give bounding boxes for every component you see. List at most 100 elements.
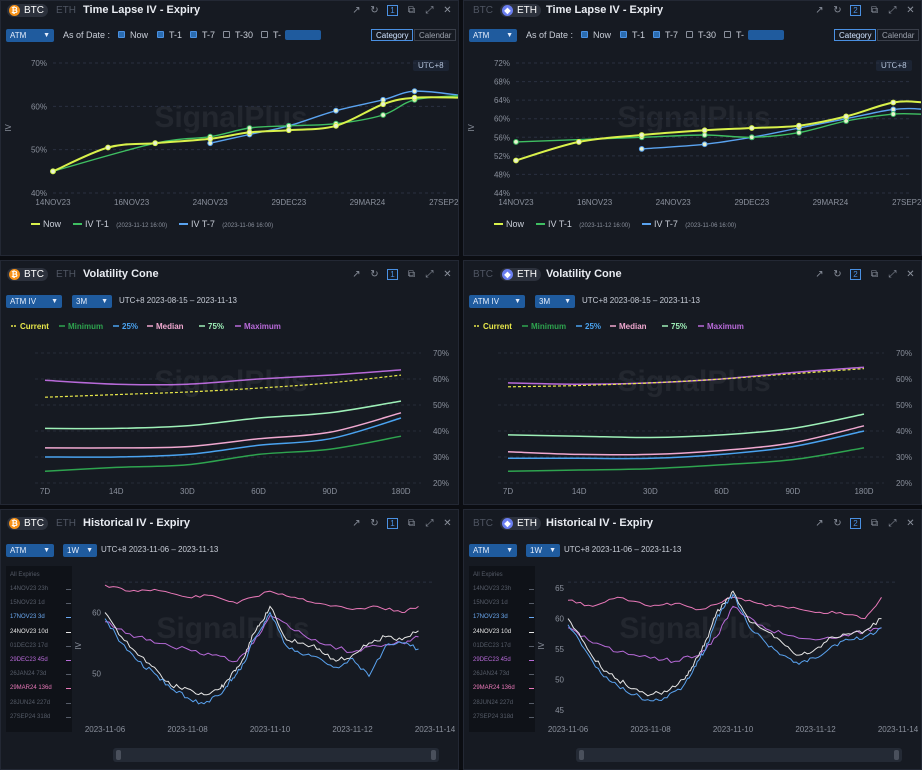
- atm-iv-dropdown[interactable]: ATM IV ▼: [6, 295, 62, 308]
- btc-tab[interactable]: BTC: [470, 517, 496, 530]
- eth-tab[interactable]: ◆ ETH: [500, 517, 541, 530]
- copy-icon[interactable]: ⧉: [870, 518, 879, 529]
- scroll-handle-right[interactable]: [431, 750, 436, 760]
- eth-tab[interactable]: ◆ ETH: [500, 268, 541, 281]
- copy-icon[interactable]: ⧉: [407, 5, 416, 16]
- expiry-item[interactable]: 26JAN24 73d: [473, 671, 534, 677]
- period-dropdown[interactable]: 1W ▼: [63, 544, 97, 557]
- expiry-item[interactable]: 28JUN24 227d: [10, 700, 71, 706]
- category-toggle[interactable]: Category: [371, 29, 414, 41]
- custom-date-input[interactable]: [748, 30, 784, 40]
- now-checkbox[interactable]: Now: [581, 30, 611, 40]
- expiry-item[interactable]: 14NOV23 23h: [10, 586, 71, 592]
- period-dropdown[interactable]: 3M ▼: [535, 295, 575, 308]
- close-icon[interactable]: ✕: [906, 269, 915, 280]
- refresh-icon[interactable]: ↻: [370, 269, 379, 280]
- expiry-item[interactable]: 27SEP24 318d: [473, 714, 534, 720]
- refresh-icon[interactable]: ↻: [833, 269, 842, 280]
- expiry-item[interactable]: 15NOV23 1d: [10, 600, 71, 606]
- copy-icon[interactable]: ⧉: [407, 269, 416, 280]
- eth-tab[interactable]: ETH: [53, 517, 79, 530]
- close-icon[interactable]: ✕: [443, 518, 452, 529]
- expiry-item[interactable]: 26JAN24 73d: [10, 671, 71, 677]
- expand-icon[interactable]: ⤢: [888, 269, 897, 280]
- time-range-scrollbar[interactable]: [113, 748, 439, 762]
- expiry-item[interactable]: 28JUN24 227d: [473, 700, 534, 706]
- btc-tab[interactable]: BTC: [470, 268, 496, 281]
- refresh-icon[interactable]: ↻: [370, 5, 379, 16]
- t1-checkbox[interactable]: T-1: [157, 30, 182, 40]
- btc-tab[interactable]: ₿ BTC: [7, 4, 48, 17]
- external-link-icon[interactable]: ↗: [815, 269, 824, 280]
- expiry-item[interactable]: 24NOV23 10d: [10, 629, 71, 635]
- expiry-item[interactable]: 24NOV23 10d: [473, 629, 534, 635]
- t1-checkbox[interactable]: T-1: [620, 30, 645, 40]
- t30-checkbox[interactable]: T-30: [686, 30, 716, 40]
- scroll-handle-right[interactable]: [894, 750, 899, 760]
- t7-checkbox[interactable]: T-7: [190, 30, 215, 40]
- period-dropdown[interactable]: 1W ▼: [526, 544, 560, 557]
- period-dropdown[interactable]: 3M ▼: [72, 295, 112, 308]
- layout-number-badge[interactable]: 1: [387, 5, 398, 16]
- expiry-item[interactable]: 29DEC23 45d: [473, 657, 534, 663]
- eth-tab[interactable]: ETH: [53, 4, 79, 17]
- scroll-handle-left[interactable]: [579, 750, 584, 760]
- t30-checkbox[interactable]: T-30: [223, 30, 253, 40]
- copy-icon[interactable]: ⧉: [407, 518, 416, 529]
- close-icon[interactable]: ✕: [906, 5, 915, 16]
- refresh-icon[interactable]: ↻: [370, 518, 379, 529]
- category-toggle[interactable]: Category: [834, 29, 877, 41]
- t-custom-checkbox[interactable]: T-: [724, 30, 744, 40]
- atm-iv-dropdown[interactable]: ATM IV ▼: [469, 295, 525, 308]
- layout-number-badge[interactable]: 1: [387, 269, 398, 280]
- layout-number-badge[interactable]: 1: [387, 518, 398, 529]
- expand-icon[interactable]: ⤢: [425, 5, 434, 16]
- close-icon[interactable]: ✕: [443, 269, 452, 280]
- eth-tab[interactable]: ETH: [53, 268, 79, 281]
- scroll-handle-left[interactable]: [116, 750, 121, 760]
- expand-icon[interactable]: ⤢: [888, 5, 897, 16]
- calendar-toggle[interactable]: Calendar: [877, 29, 920, 41]
- expiry-item[interactable]: 15NOV23 1d: [473, 600, 534, 606]
- expiry-item[interactable]: 14NOV23 23h: [473, 586, 534, 592]
- external-link-icon[interactable]: ↗: [352, 5, 361, 16]
- external-link-icon[interactable]: ↗: [352, 518, 361, 529]
- expiry-item[interactable]: 29DEC23 45d: [10, 657, 71, 663]
- expiry-item[interactable]: 17NOV23 3d: [10, 614, 71, 620]
- expand-icon[interactable]: ⤢: [425, 269, 434, 280]
- expand-icon[interactable]: ⤢: [888, 518, 897, 529]
- close-icon[interactable]: ✕: [906, 518, 915, 529]
- refresh-icon[interactable]: ↻: [833, 518, 842, 529]
- layout-number-badge[interactable]: 2: [850, 269, 861, 280]
- calendar-toggle[interactable]: Calendar: [414, 29, 457, 41]
- copy-icon[interactable]: ⧉: [870, 269, 879, 280]
- btc-tab[interactable]: ₿ BTC: [7, 268, 48, 281]
- btc-tab[interactable]: BTC: [470, 4, 496, 17]
- close-icon[interactable]: ✕: [443, 5, 452, 16]
- atm-dropdown[interactable]: ATM ▼: [469, 29, 517, 42]
- layout-number-badge[interactable]: 2: [850, 5, 861, 16]
- t-custom-checkbox[interactable]: T-: [261, 30, 281, 40]
- expiry-item[interactable]: 27SEP24 318d: [10, 714, 71, 720]
- layout-number-badge[interactable]: 2: [850, 518, 861, 529]
- atm-dropdown[interactable]: ATM ▼: [6, 544, 54, 557]
- expiry-item[interactable]: 29MAR24 136d: [473, 685, 534, 691]
- refresh-icon[interactable]: ↻: [833, 5, 842, 16]
- expiry-item[interactable]: 01DEC23 17d: [10, 643, 71, 649]
- expiry-item[interactable]: 01DEC23 17d: [473, 643, 534, 649]
- atm-dropdown[interactable]: ATM ▼: [469, 544, 517, 557]
- external-link-icon[interactable]: ↗: [815, 5, 824, 16]
- expiry-item[interactable]: 17NOV23 3d: [473, 614, 534, 620]
- expand-icon[interactable]: ⤢: [425, 518, 434, 529]
- custom-date-input[interactable]: [285, 30, 321, 40]
- btc-tab[interactable]: ₿ BTC: [7, 517, 48, 530]
- time-range-scrollbar[interactable]: [576, 748, 902, 762]
- now-checkbox[interactable]: Now: [118, 30, 148, 40]
- external-link-icon[interactable]: ↗: [815, 518, 824, 529]
- expiry-item[interactable]: 29MAR24 136d: [10, 685, 71, 691]
- t7-checkbox[interactable]: T-7: [653, 30, 678, 40]
- external-link-icon[interactable]: ↗: [352, 269, 361, 280]
- copy-icon[interactable]: ⧉: [870, 5, 879, 16]
- atm-dropdown[interactable]: ATM ▼: [6, 29, 54, 42]
- eth-tab[interactable]: ◆ ETH: [500, 4, 541, 17]
